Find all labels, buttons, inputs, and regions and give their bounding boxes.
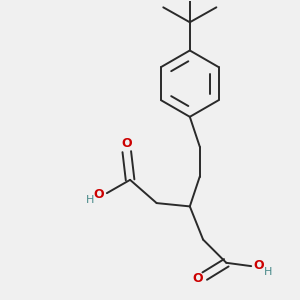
Text: O: O xyxy=(122,137,132,150)
Text: O: O xyxy=(192,272,203,285)
Text: O: O xyxy=(93,188,104,201)
Text: H: H xyxy=(264,267,273,277)
Text: O: O xyxy=(253,259,264,272)
Text: H: H xyxy=(85,195,94,206)
